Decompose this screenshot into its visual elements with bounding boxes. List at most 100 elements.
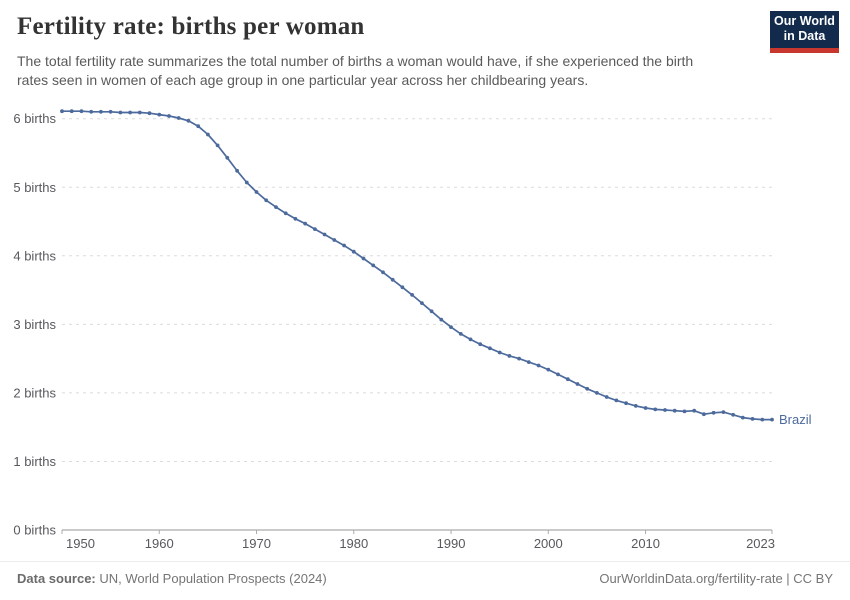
owid-license-link[interactable]: OurWorldinData.org/fertility-rate | CC B… — [599, 571, 833, 586]
data-point-1967[interactable] — [225, 155, 230, 160]
data-point-1980[interactable] — [351, 249, 356, 254]
subtitle-line-2: rates seen in women of each age group in… — [17, 72, 589, 88]
y-axis-tick-label: 3 births — [13, 317, 56, 332]
x-axis-tick-label: 2000 — [534, 536, 563, 551]
data-point-1987[interactable] — [420, 301, 424, 305]
data-point-1968[interactable] — [235, 168, 240, 173]
y-axis-tick-label: 0 births — [13, 523, 56, 538]
data-source-note: Data source: UN, World Population Prospe… — [17, 571, 327, 586]
y-axis-tick-label: 6 births — [13, 111, 56, 126]
x-axis-tick-label: 2010 — [631, 536, 660, 551]
data-point-1983[interactable] — [381, 270, 385, 275]
data-point-1986[interactable] — [410, 293, 414, 297]
data-point-1959[interactable] — [147, 111, 152, 116]
data-point-1953[interactable] — [89, 109, 94, 114]
data-point-1998[interactable] — [526, 360, 531, 364]
x-axis-tick-label: 1970 — [242, 536, 271, 551]
data-point-1965[interactable] — [206, 132, 210, 137]
data-point-2023[interactable] — [770, 417, 774, 422]
owid-logo[interactable]: Our World in Data — [770, 11, 839, 53]
data-point-1951[interactable] — [69, 109, 74, 114]
data-point-1972[interactable] — [274, 205, 278, 210]
data-point-1950[interactable] — [60, 109, 64, 114]
data-point-1978[interactable] — [332, 238, 337, 242]
y-axis-tick-label: 4 births — [13, 248, 56, 263]
data-point-1966[interactable] — [215, 143, 220, 148]
data-point-1955[interactable] — [108, 109, 113, 114]
data-point-1957[interactable] — [128, 110, 133, 115]
data-point-2020[interactable] — [740, 415, 745, 420]
data-point-2007[interactable] — [614, 398, 619, 403]
data-point-2015[interactable] — [692, 408, 697, 413]
data-source-text: UN, World Population Prospects (2024) — [95, 571, 327, 586]
data-point-2009[interactable] — [633, 404, 638, 408]
data-point-2011[interactable] — [653, 407, 658, 412]
data-point-1952[interactable] — [79, 109, 84, 114]
data-point-1988[interactable] — [429, 309, 434, 314]
data-point-1954[interactable] — [99, 109, 103, 114]
data-point-1989[interactable] — [439, 317, 444, 322]
data-point-1982[interactable] — [371, 263, 376, 268]
data-point-1961[interactable] — [167, 114, 171, 118]
data-point-2008[interactable] — [624, 401, 628, 406]
data-point-1960[interactable] — [157, 112, 162, 117]
owid-logo-line2: in Data — [783, 29, 826, 43]
page-title: Fertility rate: births per woman — [17, 13, 365, 40]
data-point-1973[interactable] — [283, 211, 288, 216]
data-point-2001[interactable] — [556, 372, 560, 377]
data-point-1995[interactable] — [497, 350, 502, 355]
data-point-1984[interactable] — [390, 277, 395, 282]
data-point-1958[interactable] — [137, 110, 142, 115]
data-point-2013[interactable] — [672, 408, 677, 413]
data-point-2004[interactable] — [585, 386, 590, 391]
x-axis-tick-label: 1960 — [145, 536, 174, 551]
data-point-1975[interactable] — [303, 221, 308, 226]
x-axis-tick-label: 2023 — [746, 536, 775, 551]
x-axis-tick-label: 1980 — [339, 536, 368, 551]
data-point-1964[interactable] — [196, 124, 201, 129]
series-line-brazil — [61, 110, 773, 421]
data-point-2002[interactable] — [565, 377, 570, 382]
data-point-2003[interactable] — [575, 382, 580, 386]
data-point-2000[interactable] — [546, 367, 551, 372]
data-source-label: Data source: — [17, 571, 96, 586]
data-point-2017[interactable] — [711, 410, 716, 415]
data-point-2006[interactable] — [604, 395, 609, 399]
x-axis-tick-label: 1950 — [66, 536, 95, 551]
data-point-1971[interactable] — [264, 198, 269, 203]
y-axis-tick-label: 5 births — [13, 180, 56, 195]
data-point-1976[interactable] — [313, 227, 317, 232]
data-point-1969[interactable] — [244, 180, 249, 185]
data-point-2021[interactable] — [750, 417, 755, 421]
data-point-1974[interactable] — [293, 216, 298, 221]
data-point-1997[interactable] — [517, 356, 521, 361]
data-point-2014[interactable] — [682, 409, 687, 414]
data-point-1991[interactable] — [458, 332, 463, 336]
series-label-brazil[interactable]: Brazil — [779, 412, 812, 427]
data-point-1981[interactable] — [361, 256, 366, 261]
data-point-1993[interactable] — [478, 342, 483, 347]
data-point-1992[interactable] — [468, 337, 473, 342]
chart-subtitle: The total fertility rate summarizes the … — [17, 52, 693, 90]
data-point-2019[interactable] — [731, 412, 735, 417]
data-point-1979[interactable] — [342, 243, 346, 248]
data-point-1970[interactable] — [254, 190, 259, 194]
data-point-1985[interactable] — [400, 285, 405, 290]
data-point-1994[interactable] — [488, 346, 492, 351]
data-point-2005[interactable] — [595, 391, 599, 395]
data-point-1999[interactable] — [536, 363, 541, 368]
owid-logo-line1: Our World — [774, 14, 835, 28]
data-point-2018[interactable] — [721, 410, 726, 414]
data-point-2016[interactable] — [702, 412, 706, 417]
data-point-1977[interactable] — [322, 232, 327, 237]
data-point-1963[interactable] — [186, 118, 191, 123]
data-point-1956[interactable] — [118, 110, 123, 115]
data-point-1996[interactable] — [507, 354, 512, 358]
data-point-2012[interactable] — [663, 408, 667, 412]
data-point-2022[interactable] — [760, 417, 765, 422]
data-point-2010[interactable] — [643, 406, 648, 410]
data-point-1990[interactable] — [449, 325, 453, 329]
x-axis-tick-label: 1990 — [437, 536, 466, 551]
data-point-1962[interactable] — [176, 116, 181, 120]
